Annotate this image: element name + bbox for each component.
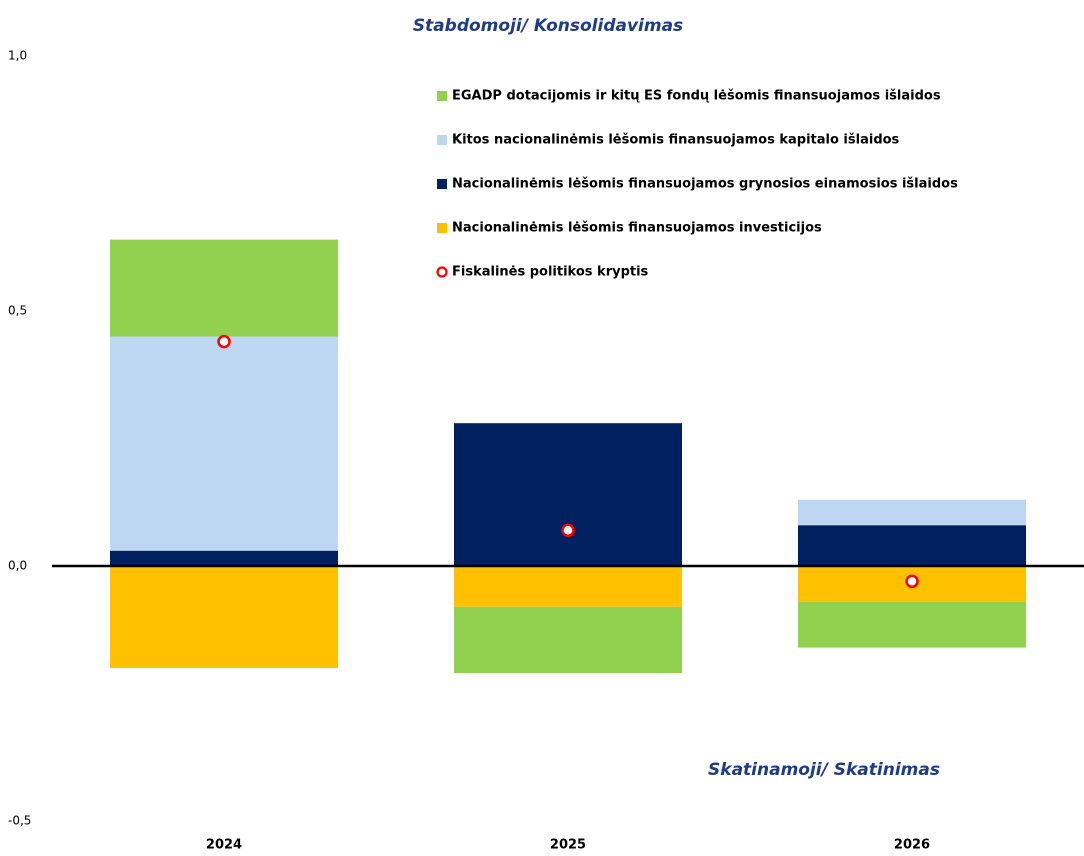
x-tick-label: 2025	[550, 838, 586, 853]
legend-marker	[436, 266, 448, 278]
annotation: Skatinamoji/ Skatinimas	[708, 760, 940, 780]
annotation: Stabdomoji/ Konsolidavimas	[413, 16, 683, 36]
legend-label: Nacionalinėmis lėšomis finansuojamos gry…	[452, 177, 958, 192]
marker	[905, 574, 919, 589]
legend-swatch	[437, 135, 447, 145]
marker	[217, 334, 231, 349]
marker	[561, 523, 575, 538]
legend-label: Fiskalinės politikos kryptis	[452, 265, 649, 280]
legend-swatch	[437, 223, 447, 233]
legend-label: Nacionalinėmis lėšomis finansuojamos inv…	[452, 221, 822, 236]
legend-swatch	[437, 179, 447, 189]
x-tick-label: 2024	[206, 838, 242, 853]
y-tick-label: 0,5	[8, 304, 27, 318]
bar-segment	[110, 550, 338, 566]
bar-segment	[454, 606, 682, 674]
y-tick-label: 0,0	[8, 559, 27, 573]
y-tick-label: -0,5	[8, 814, 31, 828]
legend-label: Kitos nacionalinėmis lėšomis finansuojam…	[452, 133, 900, 148]
bar-segment	[110, 566, 338, 668]
legend-swatch	[437, 91, 447, 101]
x-tick-label: 2026	[894, 838, 930, 853]
bar-segment	[798, 601, 1026, 648]
bar-segment	[454, 566, 682, 607]
bar-segment	[110, 336, 338, 551]
legend-label: EGADP dotacijomis ir kitų ES fondų lėšom…	[452, 89, 941, 104]
bar-segment	[110, 239, 338, 337]
y-tick-label: 1,0	[8, 49, 27, 63]
bar-segment	[798, 499, 1026, 526]
bar-segment	[798, 525, 1026, 566]
bar-segment	[454, 423, 682, 566]
